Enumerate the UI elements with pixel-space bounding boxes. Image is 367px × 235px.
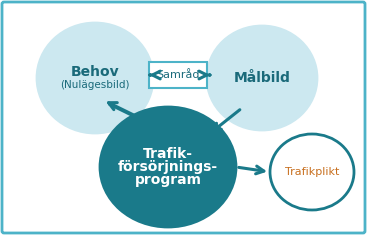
FancyBboxPatch shape xyxy=(2,2,365,233)
Text: försörjnings-: försörjnings- xyxy=(118,160,218,174)
Ellipse shape xyxy=(37,23,153,133)
Text: Trafik-: Trafik- xyxy=(143,147,193,161)
Ellipse shape xyxy=(100,107,236,227)
Text: (Nulägesbild): (Nulägesbild) xyxy=(60,79,130,90)
Text: Samråd: Samråd xyxy=(156,70,200,80)
Text: program: program xyxy=(134,173,201,187)
FancyBboxPatch shape xyxy=(149,62,207,88)
Ellipse shape xyxy=(207,26,317,130)
Text: Målbild: Målbild xyxy=(233,71,290,85)
Ellipse shape xyxy=(270,134,354,210)
Text: Trafikplikt: Trafikplikt xyxy=(285,167,339,177)
Text: Behov: Behov xyxy=(71,64,119,78)
